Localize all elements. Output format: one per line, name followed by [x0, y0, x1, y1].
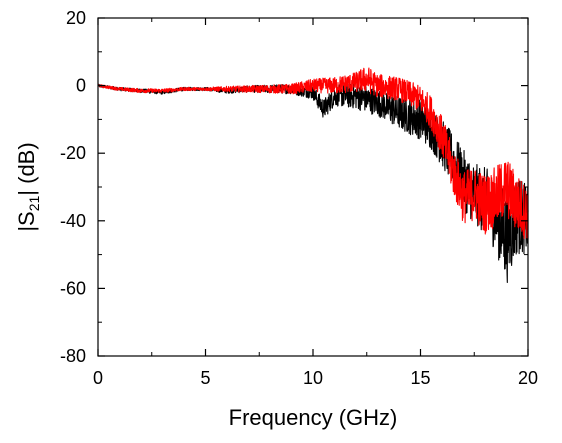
y-tick-label: 20 [66, 8, 86, 28]
x-tick-label: 5 [200, 368, 210, 388]
y-axis-title: |S21| (dB) [14, 142, 42, 231]
y-tick-label: -60 [60, 278, 86, 298]
x-tick-label: 20 [518, 368, 538, 388]
y-tick-label: -40 [60, 211, 86, 231]
y-tick-label: 0 [76, 76, 86, 96]
y-axis-title-pre: |S [14, 211, 39, 231]
x-tick-label: 15 [410, 368, 430, 388]
y-tick-label: -20 [60, 143, 86, 163]
x-axis-title: Frequency (GHz) [229, 405, 398, 430]
series-line-2 [97, 67, 529, 240]
x-tick-label: 10 [303, 368, 323, 388]
y-axis-title-post: | (dB) [14, 142, 39, 195]
x-tick-label: 0 [93, 368, 103, 388]
ticks-layer: 0 5 10 15 20 20 0 -20 -40 -60 -80 [60, 8, 538, 388]
y-axis-title-sub: 21 [26, 196, 42, 212]
series-layer [97, 67, 529, 283]
y-tick-label: -80 [60, 346, 86, 366]
